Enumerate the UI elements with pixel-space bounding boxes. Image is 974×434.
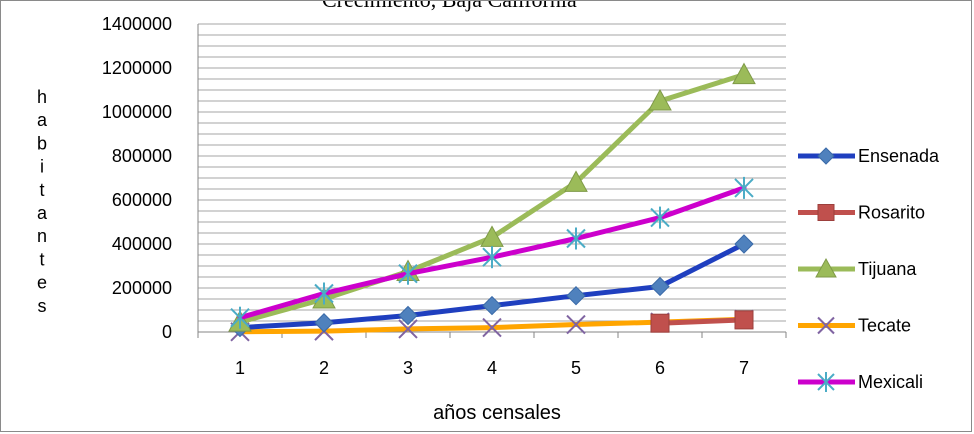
x-tick-label: 2 [319,358,329,378]
y-axis-title-letter: s [38,296,47,316]
data-point-rosarito [650,313,670,333]
legend-marker-tecate [817,316,835,335]
axes [197,24,787,338]
y-axis-title-letter: h [37,87,47,107]
data-point-mexicali [734,176,754,199]
y-tick-label: 1200000 [102,58,172,78]
y-tick-label: 400000 [112,234,172,254]
data-point-tijuana [732,62,756,85]
legend-label-tijuana: Tijuana [858,259,917,279]
legend-label-ensenada: Ensenada [858,146,940,166]
legend-marker-tijuana [815,257,837,278]
series-ensenada [230,234,754,338]
data-point-ensenada [650,276,670,297]
y-axis-title-letter: i [40,157,44,177]
y-tick-label: 200000 [112,278,172,298]
grid-lines [198,23,786,333]
data-point-ensenada [734,234,754,254]
y-tick-label: 1000000 [102,102,172,122]
y-axis-title-letter: b [37,133,47,153]
chart-top-text: Crecimiento, Baja California [322,1,577,12]
data-point-mexicali [650,206,670,229]
x-axis-title: años censales [433,402,561,424]
data-point-tecate [398,319,418,339]
y-tick-label: 1400000 [102,14,172,34]
y-axis-ticks: 0 200000 400000 600000 800000 1000000 1200000 1… [102,14,172,342]
data-point-tecate [566,314,586,335]
legend-item-tecate: Tecate [798,316,911,336]
legend-item-mexicali: Mexicali [798,372,923,392]
data-point-mexicali [314,282,334,305]
data-point-tijuana [648,88,672,111]
legend-label-rosarito: Rosarito [858,203,925,223]
data-point-ensenada [566,285,586,306]
y-tick-label: 0 [162,322,172,342]
data-point-ensenada [398,305,418,326]
x-tick-label: 4 [487,358,497,378]
x-tick-label: 3 [403,358,413,378]
legend-label-tecate: Tecate [858,316,911,336]
data-point-ensenada [314,313,334,333]
legend-marker-ensenada [817,147,835,165]
series-group [228,62,756,342]
data-point-mexicali [482,246,502,269]
legend-marker-mexicali [817,372,835,392]
y-axis-title-letter: n [37,226,47,246]
legend-item-rosarito: Rosarito [798,203,925,223]
y-tick-label: 600000 [112,190,172,210]
series-line-rosarito [657,317,747,326]
data-point-tijuana [564,170,588,192]
data-point-rosarito [734,310,754,330]
series-mexicali [230,176,754,329]
data-point-mexicali [230,306,250,329]
x-tick-label: 6 [655,358,665,378]
x-tick-label: 7 [739,358,749,378]
y-axis-title-letter: a [37,110,48,130]
legend-label-mexicali: Mexicali [858,372,923,392]
x-tick-label: 1 [235,358,245,378]
data-point-ensenada [482,295,502,316]
x-axis-ticks: 1 2 3 4 5 6 7 [235,358,749,378]
y-axis-title-letter: a [37,203,48,223]
legend-marker-rosarito [817,204,835,221]
y-tick-label: 800000 [112,146,172,166]
legend-item-tijuana: Tijuana [798,257,917,279]
legend: Ensenada Rosarito Tijuana Tecate Mexicali [798,146,940,392]
series-tijuana [228,62,756,332]
legend-item-ensenada: Ensenada [798,146,940,166]
y-axis-title-letter: t [39,180,44,200]
x-tick-label: 5 [571,358,581,378]
series-rosarito [650,310,754,333]
data-point-mexicali [566,227,586,250]
y-axis-title-letter: t [39,249,44,269]
y-axis-title-letter: e [37,273,47,293]
data-point-tecate [482,317,502,338]
data-point-mexicali [398,262,418,285]
